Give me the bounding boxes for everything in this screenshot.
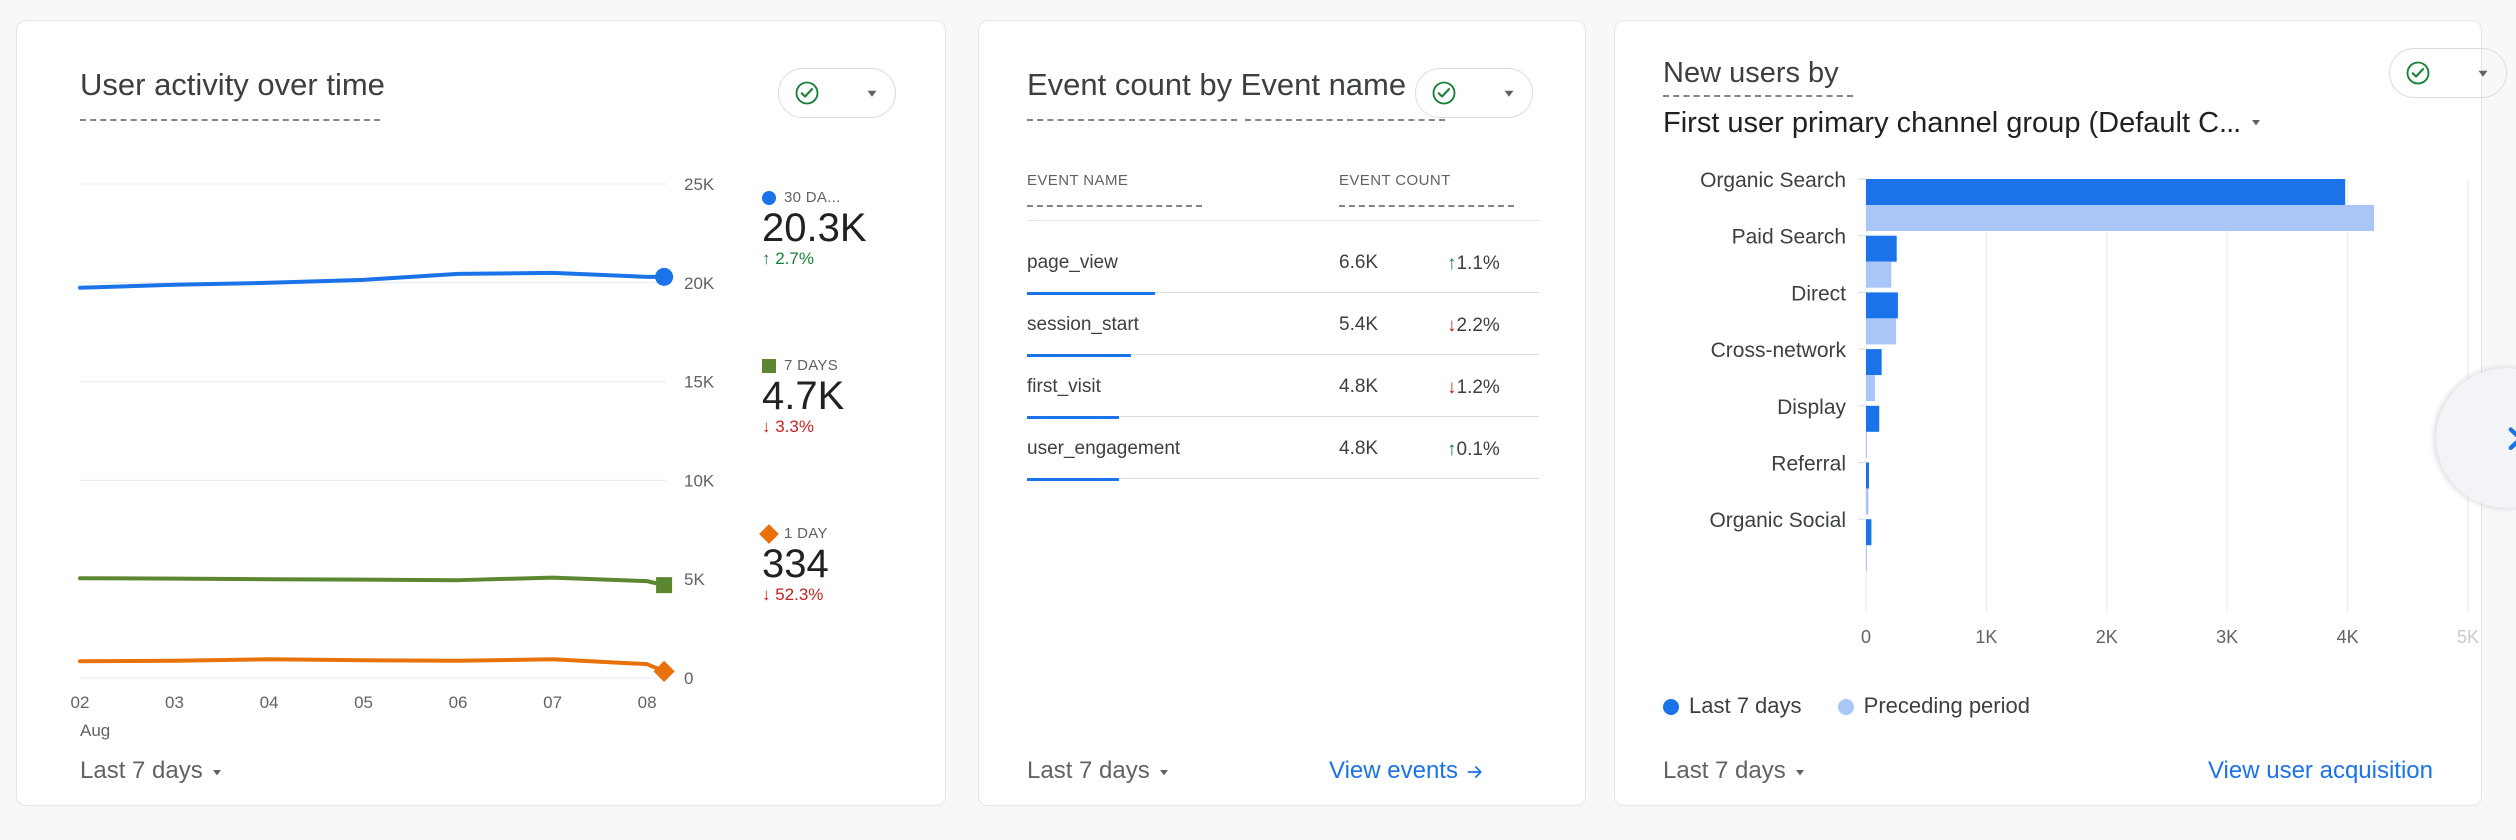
svg-text:10K: 10K <box>684 471 715 490</box>
svg-text:0: 0 <box>684 669 693 688</box>
svg-text:08: 08 <box>638 693 657 712</box>
svg-text:06: 06 <box>449 693 468 712</box>
svg-text:15K: 15K <box>684 373 715 392</box>
svg-text:0: 0 <box>1861 627 1871 647</box>
svg-text:3K: 3K <box>2216 627 2238 647</box>
svg-text:20K: 20K <box>684 274 715 293</box>
svg-text:Aug: Aug <box>80 721 110 740</box>
svg-text:1K: 1K <box>1975 627 1997 647</box>
svg-text:4K: 4K <box>2337 627 2359 647</box>
svg-text:2K: 2K <box>2096 627 2118 647</box>
svg-text:Referral: Referral <box>1771 453 1846 476</box>
svg-text:Display: Display <box>1777 396 1846 419</box>
svg-text:5K: 5K <box>684 570 705 589</box>
svg-text:Direct: Direct <box>1791 282 1846 305</box>
svg-text:07: 07 <box>543 693 562 712</box>
svg-text:Paid Search: Paid Search <box>1732 226 1846 249</box>
svg-text:02: 02 <box>71 693 90 712</box>
svg-text:5K: 5K <box>2457 627 2479 647</box>
svg-text:Organic Social: Organic Social <box>1709 509 1846 532</box>
svg-text:05: 05 <box>354 693 373 712</box>
svg-text:Organic Search: Organic Search <box>1700 169 1846 192</box>
svg-text:03: 03 <box>165 693 184 712</box>
svg-text:25K: 25K <box>684 175 715 194</box>
svg-text:04: 04 <box>260 693 279 712</box>
svg-text:Cross-network: Cross-network <box>1711 339 1847 362</box>
